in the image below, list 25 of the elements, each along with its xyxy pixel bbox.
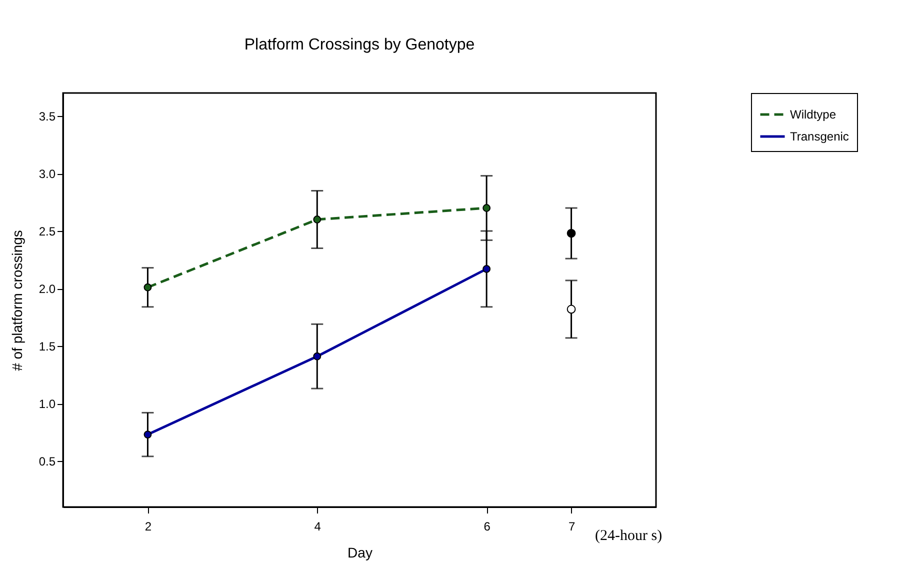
y-tick-label: 0.5 (38, 454, 56, 468)
point (482, 264, 491, 273)
y-tick-label: 3.0 (38, 167, 56, 181)
y-axis-title: # of platform crossings (8, 230, 25, 371)
point (566, 304, 576, 314)
point (482, 204, 491, 212)
point (313, 352, 322, 360)
y-tick-label: 2.0 (38, 282, 56, 296)
y-tick-label: 3.5 (38, 110, 56, 124)
point (144, 430, 152, 439)
point (566, 228, 576, 238)
x-tick-label: 4 (314, 520, 322, 534)
x-tick-label: 2 (144, 520, 152, 534)
y-tick-label: 1.0 (38, 397, 56, 411)
x-axis-title: Day (348, 544, 372, 560)
chart-title: Platform Crossings by Genotype (244, 36, 475, 54)
y-tick-label: 1.5 (38, 340, 56, 354)
text: (24-hour s) (595, 528, 662, 544)
point (313, 216, 322, 224)
y-tick-label: 2.5 (38, 224, 56, 238)
x-tick-label: 7 (568, 520, 576, 534)
legend-label: Wildtype (790, 108, 836, 122)
x-tick-label: 6 (484, 520, 491, 534)
point (144, 283, 152, 292)
legend-label: Transgenic (790, 130, 849, 144)
